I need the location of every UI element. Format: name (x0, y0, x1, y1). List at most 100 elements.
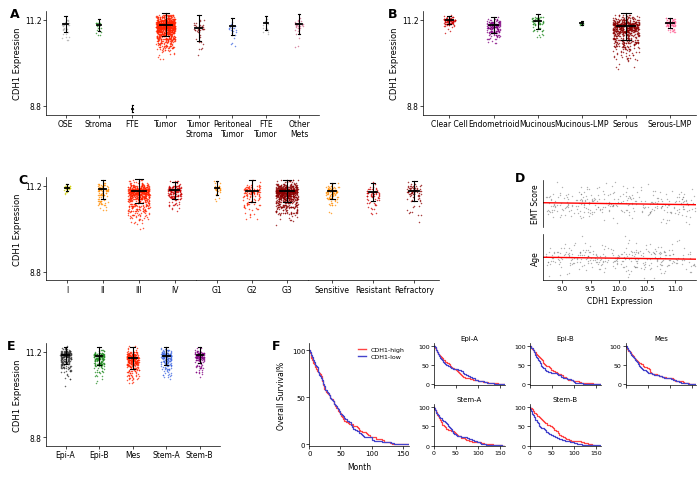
Point (295, 21, 306, 28)
Point (132, 196, 144, 204)
Point (274, 191, 286, 199)
Point (56, 354, 67, 362)
Point (156, 29, 167, 37)
Point (608, 262, 619, 270)
Point (158, 14, 169, 22)
Point (622, 31, 634, 39)
Point (144, 187, 155, 195)
Point (615, 28, 626, 36)
Point (578, 20, 589, 28)
Point (624, 26, 636, 34)
Point (93, 23, 104, 30)
Point (528, 27, 540, 35)
Point (153, 34, 164, 41)
Point (60, 382, 71, 390)
Point (291, 22, 302, 30)
Point (293, 23, 304, 31)
Point (243, 206, 254, 214)
Point (274, 193, 286, 201)
Point (164, 202, 175, 210)
Point (625, 257, 636, 265)
Point (364, 186, 375, 193)
Point (55, 356, 66, 364)
Point (174, 187, 186, 194)
Point (160, 29, 172, 36)
Point (286, 204, 297, 212)
Point (493, 24, 504, 31)
Point (589, 256, 601, 264)
Point (167, 27, 178, 35)
Point (65, 356, 76, 363)
Point (65, 350, 76, 358)
Point (289, 200, 300, 208)
Point (160, 349, 172, 357)
Point (189, 349, 200, 357)
Point (280, 195, 291, 203)
Point (629, 33, 640, 40)
Point (169, 19, 180, 27)
Point (240, 187, 251, 195)
Point (165, 26, 176, 34)
Point (124, 204, 135, 211)
Point (290, 19, 301, 26)
Point (613, 29, 624, 37)
Point (574, 207, 585, 215)
Point (491, 36, 502, 44)
Point (627, 14, 638, 22)
Point (151, 30, 162, 38)
Point (484, 30, 495, 37)
Point (168, 16, 179, 24)
Point (490, 29, 501, 36)
Point (280, 190, 291, 198)
Point (98, 350, 109, 358)
Point (141, 202, 152, 209)
Point (159, 30, 170, 37)
Point (94, 352, 106, 360)
Point (577, 214, 588, 222)
Point (125, 367, 136, 375)
Point (490, 18, 501, 26)
Point (409, 184, 420, 192)
Point (285, 198, 296, 205)
Point (291, 195, 302, 203)
Point (164, 21, 176, 28)
Point (122, 350, 134, 358)
Point (159, 39, 170, 47)
Point (277, 191, 288, 199)
Point (137, 180, 148, 188)
Point (272, 190, 283, 198)
Point (57, 350, 68, 358)
Point (155, 21, 166, 28)
Point (136, 189, 148, 196)
Point (484, 17, 496, 25)
Point (440, 16, 452, 24)
Point (286, 180, 297, 188)
Point (228, 25, 239, 33)
Point (140, 191, 151, 199)
Point (167, 25, 178, 33)
Point (125, 190, 136, 197)
Point (172, 196, 183, 204)
Point (412, 193, 423, 201)
Point (197, 41, 209, 49)
Point (285, 209, 296, 217)
Point (248, 190, 259, 198)
Point (582, 208, 594, 216)
Point (665, 22, 676, 29)
Point (172, 202, 183, 209)
Point (290, 188, 301, 195)
Point (588, 256, 599, 264)
Point (290, 191, 301, 199)
Point (608, 29, 619, 37)
Point (658, 257, 669, 264)
Point (128, 190, 139, 197)
Point (90, 355, 101, 362)
Point (248, 186, 260, 194)
Point (61, 356, 72, 363)
Point (290, 210, 302, 217)
Point (631, 32, 642, 39)
Point (153, 25, 164, 33)
Point (270, 190, 281, 197)
Point (151, 24, 162, 31)
Point (141, 192, 152, 200)
